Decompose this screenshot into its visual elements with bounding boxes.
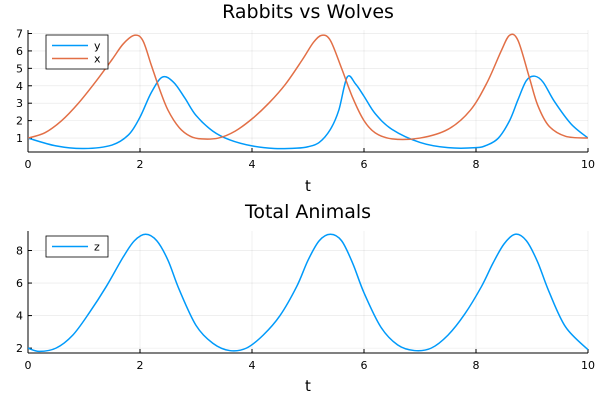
series-line-z: [28, 233, 588, 353]
x-tick-label: 10: [581, 359, 595, 372]
y-tick-label: 5: [16, 62, 23, 75]
legend-label-z: z: [94, 241, 100, 254]
series-line-y: [28, 75, 588, 150]
x-tick-label: 2: [137, 359, 144, 372]
y-tick-label: 8: [16, 245, 23, 258]
y-tick-label: 2: [16, 342, 23, 355]
x-tick-label: 6: [361, 158, 368, 171]
x-tick-label: 8: [473, 158, 480, 171]
x-tick-label: 8: [473, 359, 480, 372]
legend-box: [45, 34, 109, 70]
x-tick-label: 0: [25, 158, 32, 171]
x-tick-label: 4: [249, 158, 256, 171]
x-axis-label: t: [305, 377, 311, 395]
y-tick-label: 4: [16, 80, 23, 93]
y-tick-label: 2: [16, 115, 23, 128]
x-tick-label: 6: [361, 359, 368, 372]
x-tick-label: 0: [25, 359, 32, 372]
series-line-x: [28, 33, 588, 141]
x-axis-label: t: [305, 177, 311, 195]
x-tick-label: 4: [249, 359, 256, 372]
legend-label-x: x: [94, 53, 101, 66]
legend: yx: [45, 34, 109, 70]
y-tick-label: 1: [16, 132, 23, 145]
legend-label-y: y: [94, 40, 101, 53]
y-tick-label: 4: [16, 310, 23, 323]
y-tick-label: 6: [16, 277, 23, 290]
x-tick-label: 10: [581, 158, 595, 171]
y-tick-label: 6: [16, 45, 23, 58]
y-tick-label: 3: [16, 97, 23, 110]
legend: z: [45, 235, 109, 258]
chart-title: Rabbits vs Wolves: [222, 1, 394, 23]
chart-title: Total Animals: [244, 201, 371, 223]
x-tick-label: 2: [137, 158, 144, 171]
y-tick-label: 7: [16, 27, 23, 40]
